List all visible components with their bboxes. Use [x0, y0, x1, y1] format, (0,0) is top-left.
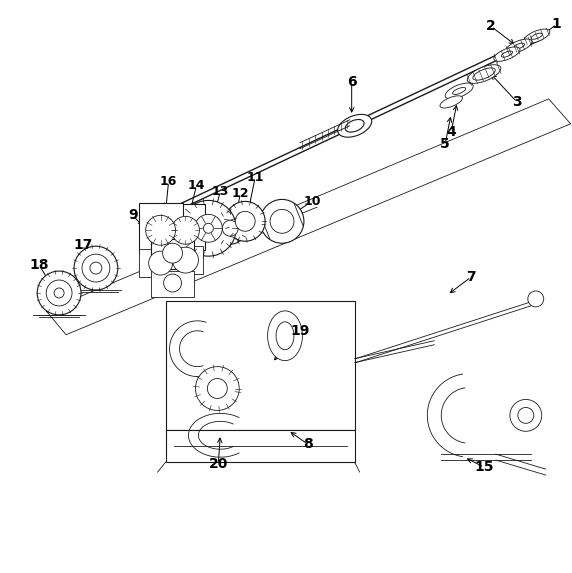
- Circle shape: [172, 217, 200, 244]
- Circle shape: [208, 379, 227, 398]
- Ellipse shape: [440, 96, 462, 108]
- Text: 19: 19: [290, 324, 309, 338]
- Ellipse shape: [501, 51, 513, 57]
- Circle shape: [223, 221, 238, 236]
- FancyBboxPatch shape: [165, 205, 205, 250]
- FancyBboxPatch shape: [150, 240, 194, 269]
- FancyBboxPatch shape: [150, 271, 194, 297]
- Text: 6: 6: [347, 75, 356, 89]
- Text: 18: 18: [29, 258, 49, 272]
- FancyBboxPatch shape: [168, 246, 204, 274]
- Text: 1: 1: [552, 17, 562, 32]
- Ellipse shape: [524, 29, 550, 44]
- Circle shape: [235, 211, 255, 231]
- Text: 16: 16: [160, 175, 177, 188]
- Circle shape: [194, 214, 223, 242]
- Text: 4: 4: [446, 125, 456, 139]
- FancyBboxPatch shape: [165, 430, 355, 462]
- Circle shape: [270, 209, 294, 233]
- Ellipse shape: [506, 39, 532, 53]
- Ellipse shape: [452, 88, 466, 95]
- Circle shape: [54, 288, 64, 298]
- Circle shape: [74, 246, 118, 290]
- Ellipse shape: [473, 68, 495, 80]
- FancyBboxPatch shape: [165, 301, 355, 430]
- Circle shape: [90, 262, 102, 274]
- Circle shape: [260, 199, 304, 243]
- Text: 15: 15: [474, 460, 494, 474]
- Text: 3: 3: [512, 95, 522, 109]
- Circle shape: [146, 215, 176, 245]
- Circle shape: [204, 223, 213, 233]
- Circle shape: [528, 291, 544, 307]
- Circle shape: [214, 213, 246, 244]
- Ellipse shape: [494, 47, 520, 61]
- Circle shape: [518, 407, 534, 423]
- FancyBboxPatch shape: [139, 249, 182, 277]
- Text: 17: 17: [73, 238, 93, 252]
- Circle shape: [196, 367, 239, 410]
- FancyBboxPatch shape: [139, 203, 182, 253]
- Circle shape: [173, 247, 198, 273]
- Circle shape: [46, 280, 72, 306]
- Circle shape: [82, 254, 110, 282]
- Ellipse shape: [345, 120, 364, 132]
- Circle shape: [164, 274, 181, 292]
- Circle shape: [149, 251, 173, 275]
- Ellipse shape: [268, 311, 303, 360]
- Text: 9: 9: [128, 209, 137, 222]
- Ellipse shape: [276, 322, 294, 350]
- Text: 7: 7: [466, 270, 476, 284]
- Circle shape: [181, 201, 236, 256]
- Text: 12: 12: [232, 187, 249, 200]
- Text: 11: 11: [247, 171, 264, 184]
- Ellipse shape: [445, 83, 473, 99]
- Text: 5: 5: [440, 137, 450, 151]
- Text: 20: 20: [209, 457, 228, 471]
- Ellipse shape: [513, 43, 525, 49]
- Circle shape: [510, 399, 542, 431]
- Circle shape: [37, 271, 81, 315]
- Circle shape: [162, 243, 182, 263]
- Text: 14: 14: [188, 179, 205, 192]
- Ellipse shape: [337, 115, 372, 137]
- Ellipse shape: [467, 65, 501, 83]
- Text: 2: 2: [486, 19, 496, 33]
- Text: 8: 8: [303, 437, 313, 451]
- Circle shape: [225, 202, 265, 241]
- Ellipse shape: [531, 33, 542, 40]
- Text: 13: 13: [212, 185, 229, 198]
- Text: 10: 10: [303, 195, 321, 208]
